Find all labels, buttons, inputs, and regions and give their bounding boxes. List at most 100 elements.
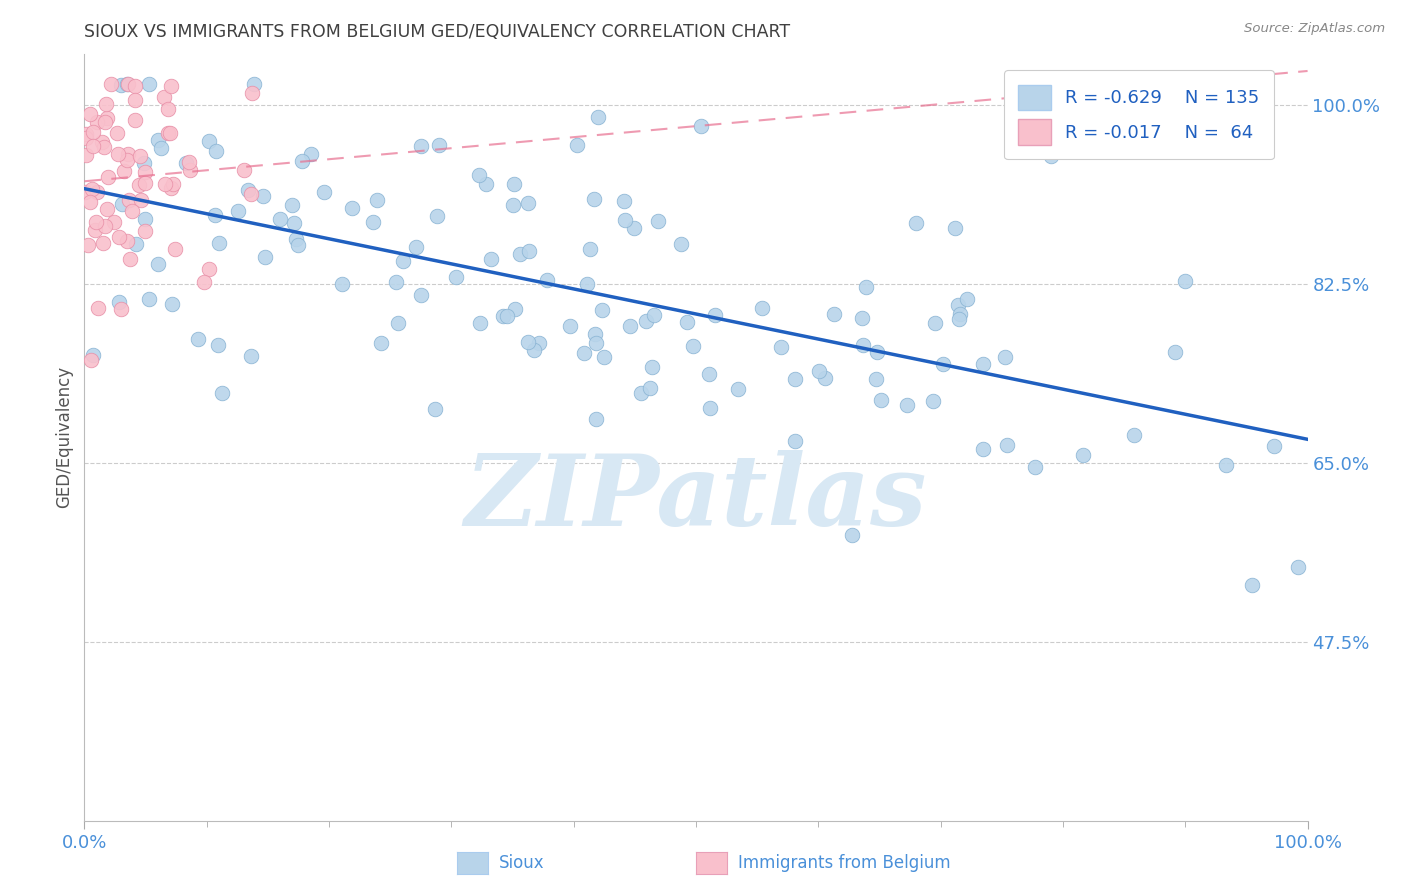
Point: [361, 215, 384, 229]
Point: [669, 237, 692, 252]
Point: [287, 237, 309, 252]
Point: [232, 162, 254, 177]
Point: [118, 193, 141, 207]
Point: [96, 111, 118, 125]
Point: [924, 317, 946, 331]
Point: [207, 338, 229, 352]
Point: [690, 119, 713, 133]
Point: [946, 298, 969, 312]
Point: [1123, 428, 1146, 442]
Text: SIOUX VS IMMIGRANTS FROM BELGIUM GED/EQUIVALENCY CORRELATION CHART: SIOUX VS IMMIGRANTS FROM BELGIUM GED/EQU…: [84, 23, 790, 41]
Point: [638, 381, 661, 395]
Point: [105, 126, 128, 140]
Point: [96, 202, 118, 216]
Point: [411, 139, 433, 153]
Point: [86, 185, 108, 199]
Point: [125, 236, 148, 251]
Point: [124, 93, 146, 107]
Point: [972, 442, 994, 456]
Point: [75, 130, 97, 145]
Point: [699, 401, 721, 415]
Point: [865, 372, 887, 386]
Point: [366, 193, 388, 207]
Point: [852, 338, 875, 352]
Point: [1071, 448, 1094, 462]
Point: [585, 412, 607, 426]
Point: [118, 252, 141, 267]
Point: [94, 97, 117, 112]
Point: [238, 183, 260, 197]
Point: [165, 242, 187, 256]
Point: [922, 393, 945, 408]
Point: [583, 327, 606, 342]
Point: [117, 77, 139, 91]
Point: [1024, 459, 1046, 474]
Point: [91, 235, 114, 250]
Text: ZIPatlas: ZIPatlas: [465, 450, 927, 547]
Point: [619, 319, 641, 334]
Point: [146, 132, 169, 146]
Point: [682, 339, 704, 353]
Point: [134, 176, 156, 190]
Point: [956, 293, 979, 307]
Point: [86, 115, 108, 129]
Point: [284, 232, 307, 246]
Point: [138, 77, 160, 91]
Point: [523, 343, 546, 358]
Point: [1174, 274, 1197, 288]
Point: [280, 198, 302, 212]
Point: [647, 214, 669, 228]
Point: [586, 110, 609, 124]
Point: [134, 212, 156, 227]
Point: [107, 147, 129, 161]
Point: [110, 302, 132, 317]
Point: [841, 528, 863, 542]
Point: [593, 350, 616, 364]
Point: [634, 314, 657, 328]
Point: [527, 336, 550, 351]
Point: [409, 288, 432, 302]
Point: [727, 382, 749, 396]
Point: [613, 194, 636, 208]
Point: [387, 316, 409, 330]
Point: [1215, 458, 1237, 473]
Point: [111, 197, 134, 211]
Point: [160, 297, 183, 311]
Point: [426, 209, 449, 223]
Point: [179, 162, 201, 177]
Point: [115, 234, 138, 248]
Point: [591, 303, 613, 318]
Point: [84, 215, 107, 229]
Point: [87, 301, 110, 316]
Point: [1240, 578, 1263, 592]
Point: [160, 78, 183, 93]
Point: [312, 186, 335, 200]
Point: [93, 140, 115, 154]
Point: [84, 222, 107, 236]
Point: [516, 335, 538, 350]
Point: [110, 78, 132, 93]
Point: [896, 398, 918, 412]
Text: Source: ZipAtlas.com: Source: ZipAtlas.com: [1244, 22, 1385, 36]
Point: [243, 77, 266, 91]
Point: [198, 261, 221, 276]
Point: [291, 153, 314, 168]
Point: [269, 211, 291, 226]
Point: [340, 201, 363, 215]
Point: [108, 294, 131, 309]
Point: [567, 137, 589, 152]
Point: [226, 204, 249, 219]
Point: [157, 127, 180, 141]
Point: [1039, 149, 1062, 163]
Legend: R = -0.629    N = 135, R = -0.017    N =  64: R = -0.629 N = 135, R = -0.017 N = 64: [1004, 70, 1274, 160]
Point: [117, 77, 139, 91]
Point: [187, 332, 209, 346]
Text: Immigrants from Belgium: Immigrants from Belgium: [738, 854, 950, 871]
Point: [82, 125, 104, 139]
Point: [75, 127, 97, 141]
Point: [124, 113, 146, 128]
Point: [149, 141, 172, 155]
Point: [80, 353, 103, 368]
Point: [814, 371, 837, 385]
Point: [90, 135, 112, 149]
